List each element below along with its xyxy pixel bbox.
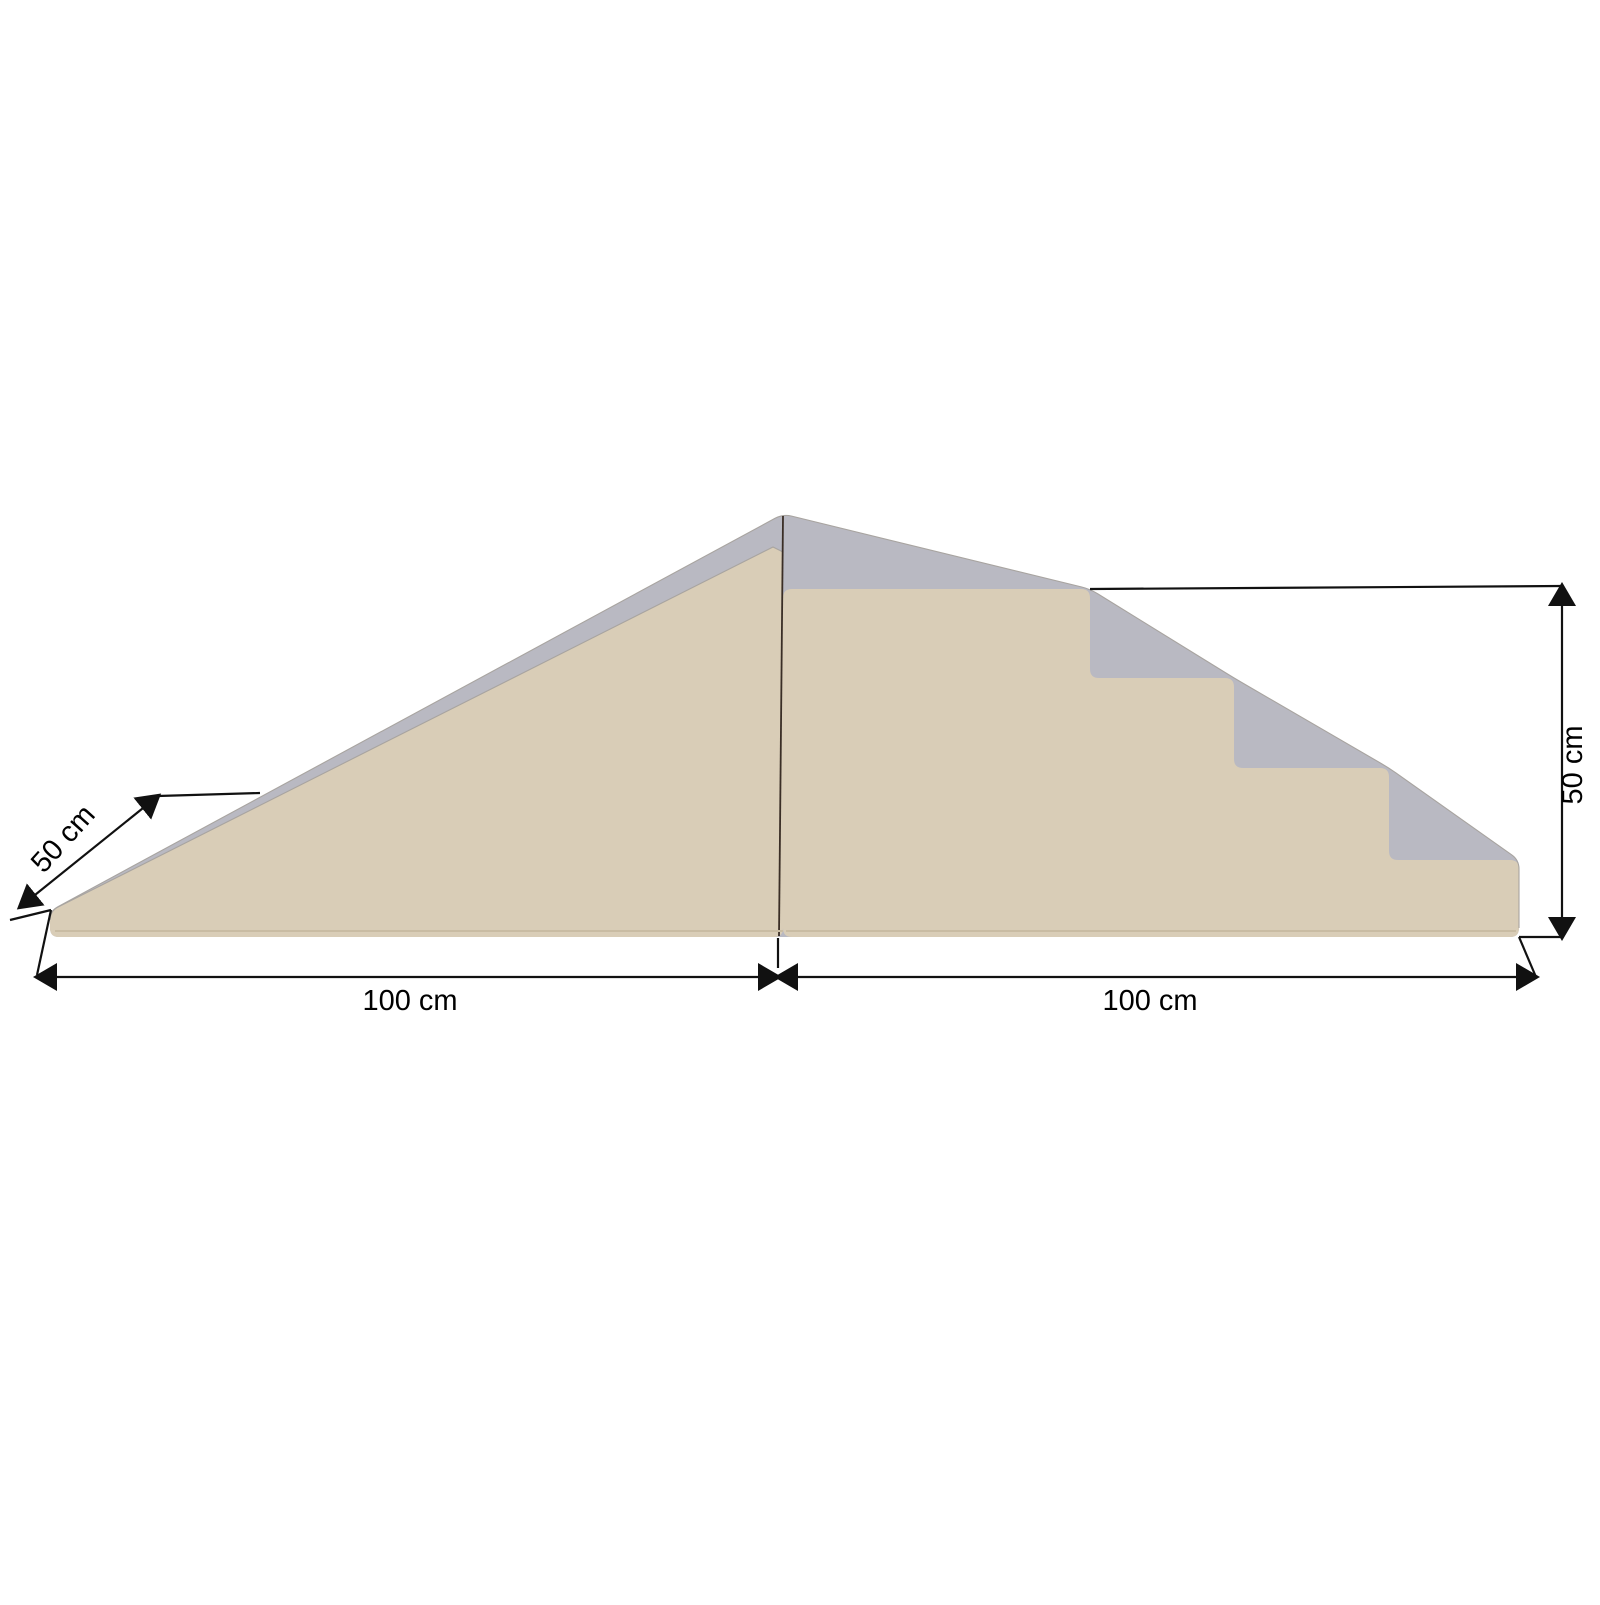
svg-text:100 cm: 100 cm	[362, 985, 457, 1017]
svg-text:50 cm: 50 cm	[25, 799, 102, 879]
svg-text:50 cm: 50 cm	[1557, 726, 1589, 805]
svg-text:100 cm: 100 cm	[1102, 985, 1197, 1017]
